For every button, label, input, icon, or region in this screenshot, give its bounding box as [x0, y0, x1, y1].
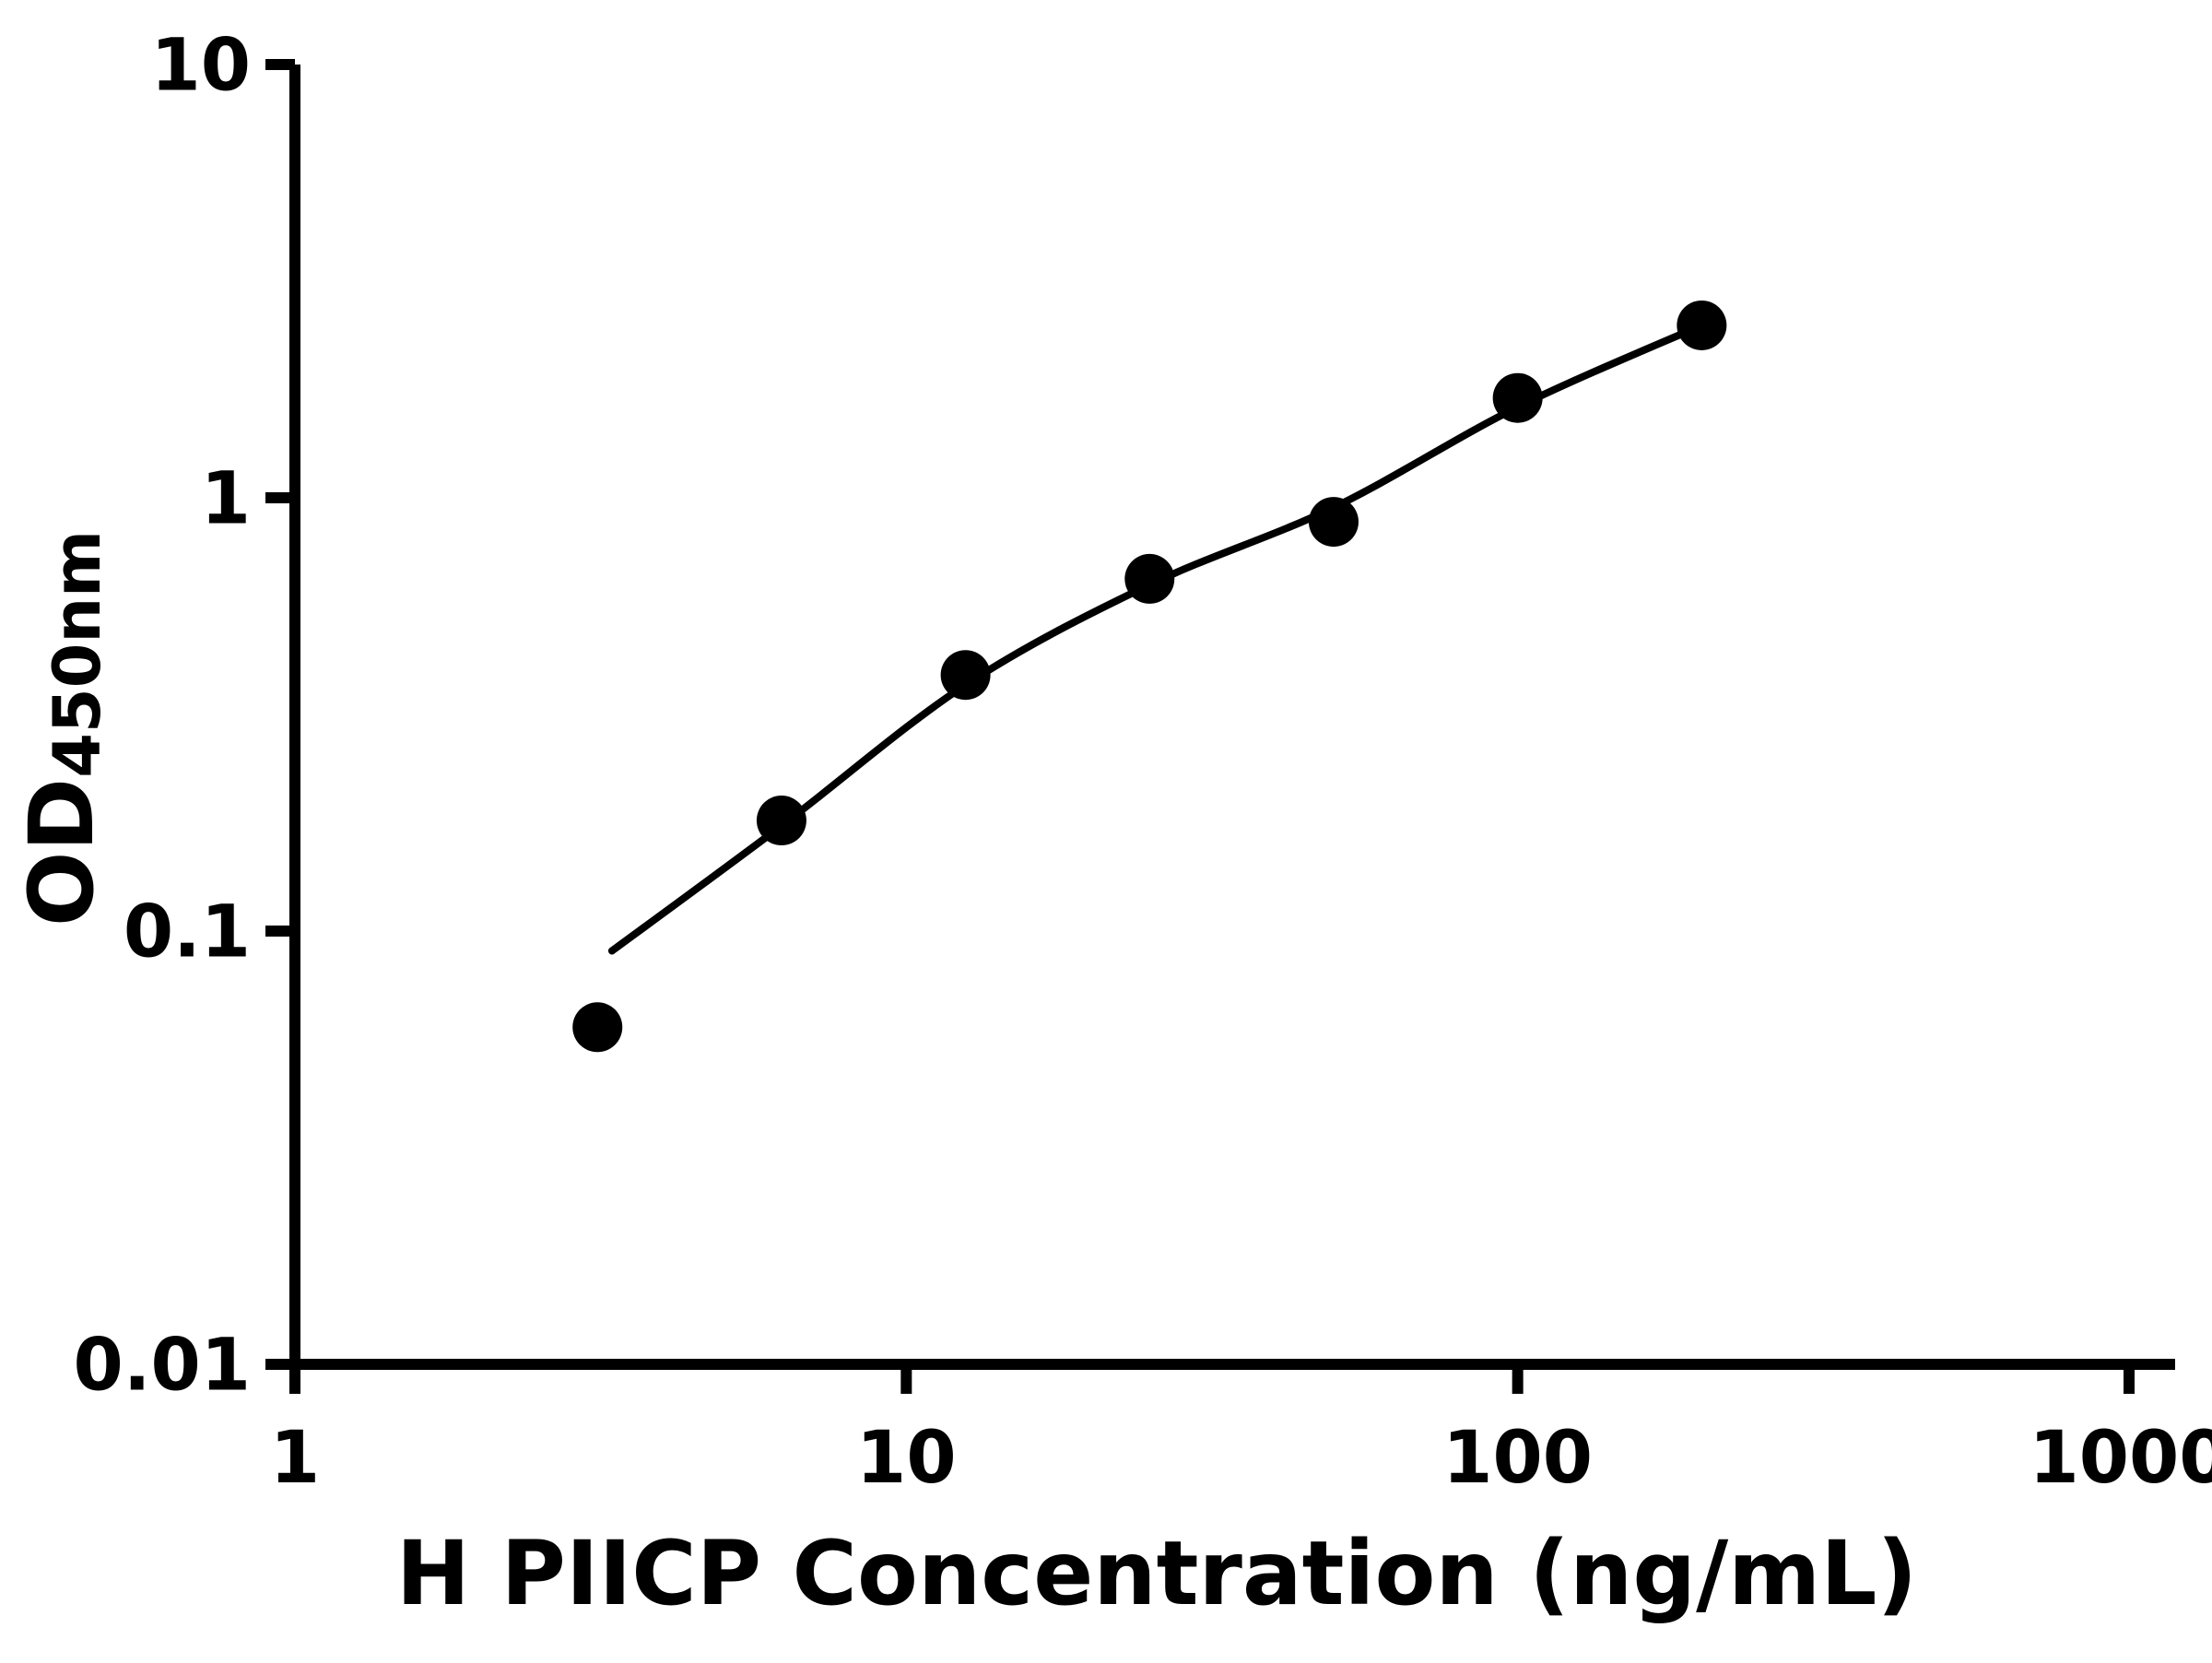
y-tick-label: 0.1 — [124, 890, 251, 973]
data-point — [572, 1002, 623, 1053]
data-point — [1124, 553, 1175, 604]
x-axis-title: H PIICP Concentration (ng/mL) — [396, 1522, 1918, 1625]
data-point — [1308, 497, 1359, 548]
y-axis-title-main: OD — [10, 778, 113, 926]
x-tick-label: 1000 — [2029, 1417, 2212, 1500]
axes — [289, 65, 2175, 1370]
tick-marks — [265, 59, 2135, 1394]
y-axis-title: OD450nm — [10, 530, 115, 926]
x-tick-label: 100 — [1442, 1417, 1593, 1500]
fitted-curve — [607, 321, 1706, 955]
data-points — [572, 300, 1727, 1053]
x-tick-label: 10 — [856, 1417, 957, 1500]
x-tick-label: 1 — [270, 1417, 320, 1500]
y-tick-label: 10 — [150, 24, 251, 107]
data-point — [940, 650, 991, 701]
y-tick-label: 0.01 — [74, 1324, 251, 1407]
y-tick-label: 1 — [201, 457, 251, 540]
data-point — [756, 796, 806, 846]
data-point — [1492, 372, 1543, 423]
tick-labels: 1 10 100 1000 0.01 0.1 1 10 — [74, 24, 2212, 1500]
fit-curve-path — [607, 321, 1706, 955]
y-axis-title-subscript: 450nm — [40, 530, 115, 778]
data-point — [1677, 300, 1727, 350]
